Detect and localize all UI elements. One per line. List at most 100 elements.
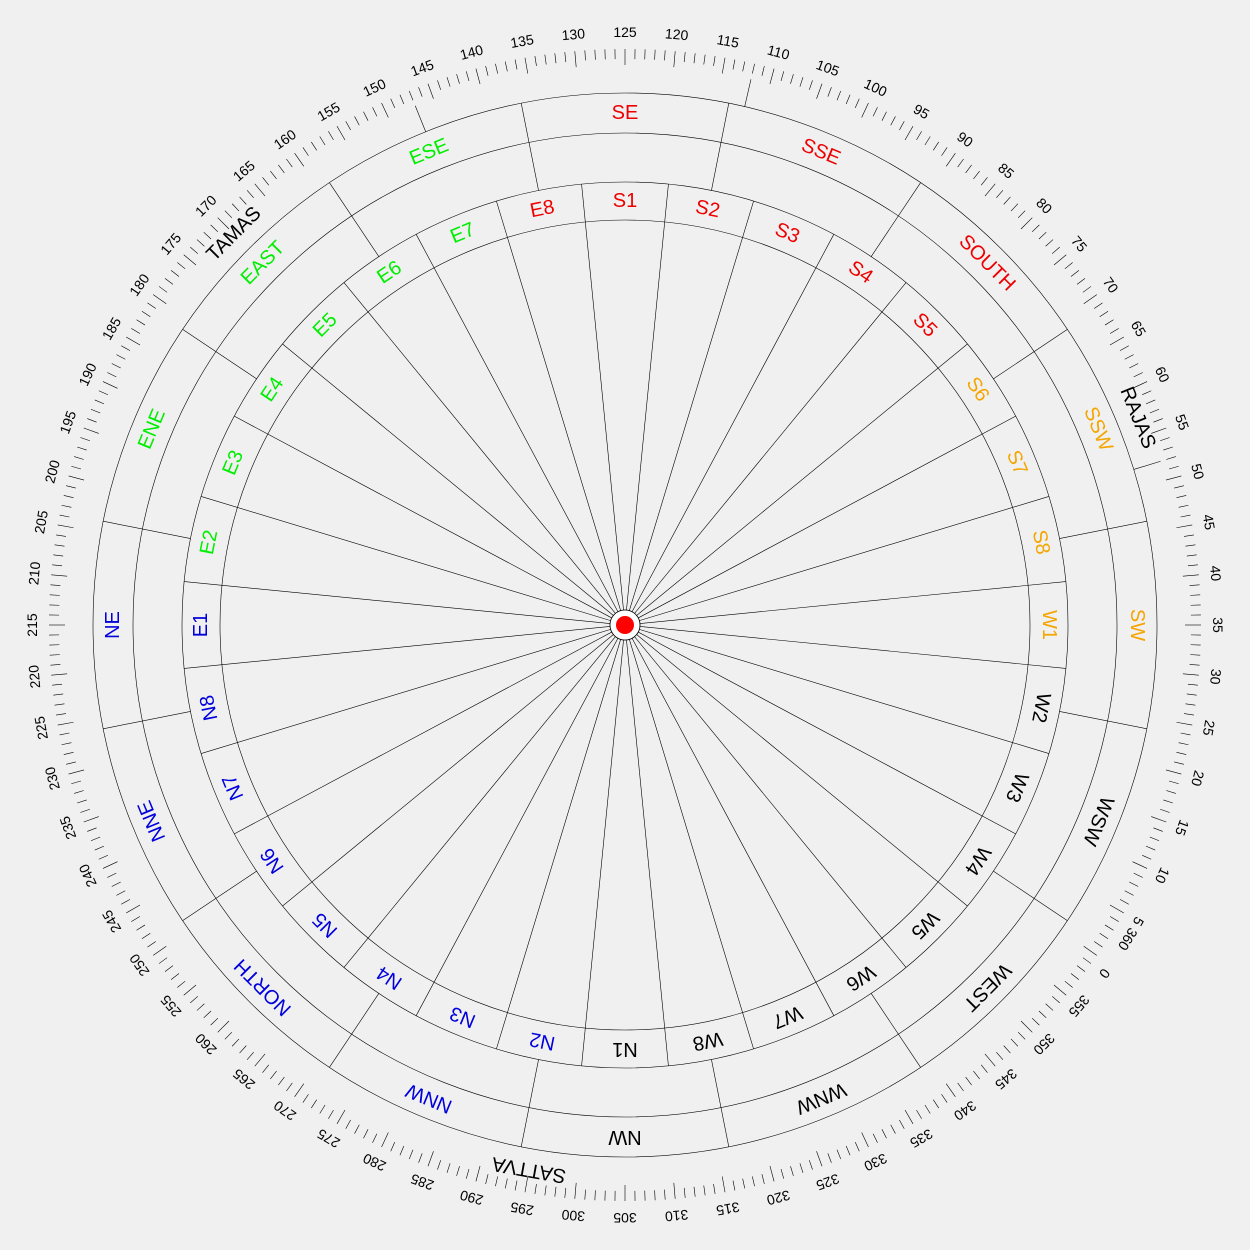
degree-tick [945,152,956,167]
degree-tick [1133,372,1143,378]
degree-tick [854,98,860,109]
degree-tick [836,1149,842,1160]
direction-spoke [103,520,191,539]
degree-tick [1176,524,1193,529]
degree-tick [94,845,105,851]
degree-tick [1174,761,1184,765]
degree-tick [514,1180,518,1191]
degree-tick [116,890,126,896]
degree-tick [904,126,914,141]
degree-tick [54,544,65,547]
degree-tick [924,136,931,146]
degree-tick [1183,713,1194,716]
degree-tick [98,854,109,860]
degree-tick [845,94,851,105]
pada-spoke [629,200,754,611]
ring [219,219,1031,1031]
ring [181,181,1069,1069]
degree-tick [1031,224,1040,233]
degree-tick [121,345,131,351]
guna-boundary [1133,460,1161,470]
degree-tick [465,71,470,82]
degree-label: 25 [1200,719,1218,737]
degree-tick [827,87,832,97]
degree-tick [446,1163,451,1173]
degree-tick [1141,390,1152,396]
degree-tick [111,363,121,369]
degree-tick [845,1145,851,1156]
degree-tick [808,80,813,90]
degree-tick [1145,399,1156,405]
direction-spoke [870,993,921,1068]
degree-tick [1083,945,1098,956]
degree-tick [336,126,346,141]
degree-tick [87,418,97,423]
degree-tick [399,94,405,105]
degree-label: 220 [25,664,43,689]
degree-tick [56,713,67,716]
degree-tick [302,1094,309,1103]
degree-label: 140 [458,41,485,63]
center-dot[interactable] [616,616,634,634]
degree-tick [51,574,68,577]
degree-tick [1153,418,1163,423]
degree-label: 230 [41,765,63,792]
degree-tick [126,904,141,914]
degree-tick [141,933,151,939]
degree-tick [703,1185,706,1196]
degree-tick [1010,203,1019,212]
degree-tick [121,899,131,905]
degree-tick [654,1190,656,1201]
degree-tick [74,456,84,460]
degree-tick [713,56,716,67]
direction-spoke [520,1059,539,1147]
pada-spoke [282,343,614,616]
degree-label: 95 [911,101,933,123]
pada-spoke [496,639,621,1050]
pada-label-s8: S8 [1028,528,1054,556]
degree-label: 110 [766,42,792,63]
degree-tick [437,1160,442,1170]
degree-tick [1185,544,1196,547]
pada-spoke [234,631,612,835]
degree-tick [53,554,64,557]
degree-tick [1129,363,1139,369]
degree-tick [49,594,60,596]
pada-spoke [184,626,611,669]
degree-tick [408,90,414,101]
degree-tick [996,190,1004,199]
degree-tick [1010,1038,1019,1047]
direction-spoke [182,870,257,921]
degree-tick [957,1082,964,1092]
degree-tick [495,63,498,74]
direction-label-se: SE [612,102,639,124]
degree-tick [485,66,489,76]
degree-tick [1110,328,1119,334]
degree-tick [203,1010,212,1019]
degree-tick [246,190,254,199]
degree-tick [769,68,775,85]
pada-spoke [626,184,669,611]
degree-tick [158,286,168,293]
degree-tick [1003,1045,1011,1054]
degree-tick [294,1083,305,1098]
pada-spoke [343,636,616,968]
degree-tick [254,183,266,197]
degree-tick [916,131,922,140]
degree-tick [984,183,996,197]
degree-tick [1017,1031,1026,1040]
pada-spoke [415,234,619,612]
degree-tick [94,399,105,405]
degree-tick [924,1104,931,1114]
degree-tick [594,49,596,60]
pada-spoke [634,636,907,968]
degree-tick [408,1149,414,1160]
degree-tick [654,49,656,60]
degree-tick [504,61,508,72]
degree-tick [59,732,70,736]
degree-tick [354,1124,360,1134]
pada-spoke [626,639,669,1066]
degree-tick [418,87,423,97]
degree-tick [328,1110,334,1119]
direction-spoke [711,1059,730,1147]
